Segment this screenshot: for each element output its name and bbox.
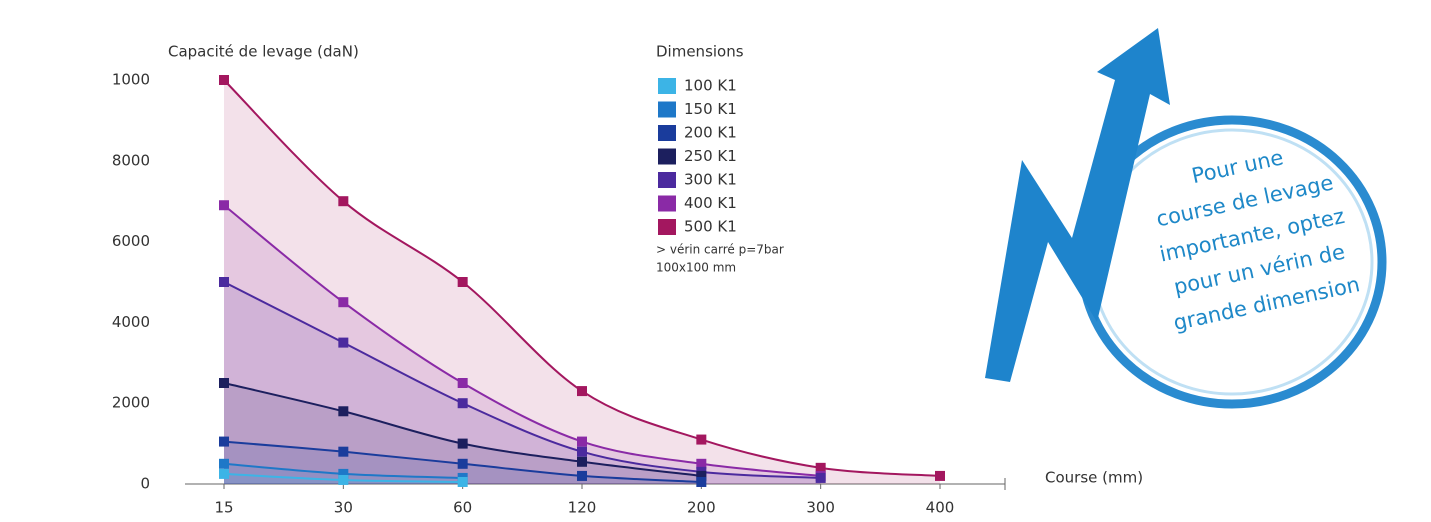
y-tick-label: 1000 xyxy=(112,71,150,89)
plot: 0 2000 4000 6000 8000 1000 15 30 60 120 200 300 400 1… xyxy=(112,71,1006,517)
x-tick-label: 60 xyxy=(453,499,472,517)
point xyxy=(219,277,229,287)
area xyxy=(224,383,702,484)
point xyxy=(577,436,587,447)
point xyxy=(338,446,349,457)
point xyxy=(219,468,229,479)
point xyxy=(696,458,707,469)
legend-title: Dimensions xyxy=(656,43,744,61)
point xyxy=(696,476,707,487)
point xyxy=(577,456,587,467)
y-tick-label: 6000 xyxy=(112,232,150,250)
point xyxy=(577,386,587,397)
point xyxy=(219,200,229,211)
area xyxy=(224,205,821,485)
legend-label: 500 K1 xyxy=(684,218,737,236)
point xyxy=(815,472,826,483)
legend-label: 250 K1 xyxy=(684,147,737,165)
legend-swatch xyxy=(658,195,676,212)
legend-swatch xyxy=(658,219,676,235)
legend-note: > vérin carré p=7bar xyxy=(656,243,784,257)
point xyxy=(219,75,229,85)
legend-swatch xyxy=(658,172,676,188)
point xyxy=(815,462,826,473)
legend-swatch xyxy=(658,148,676,165)
legend-label: 300 K1 xyxy=(684,171,737,189)
arrow xyxy=(985,28,1170,382)
x-axis-title: Course (mm) xyxy=(1045,469,1143,487)
x-tick-label: 400 xyxy=(926,499,955,517)
point xyxy=(338,337,349,348)
point xyxy=(457,277,468,287)
legend-swatch xyxy=(658,125,676,141)
point xyxy=(696,470,707,481)
legend-label: 100 K1 xyxy=(684,77,737,95)
point xyxy=(338,297,349,308)
point xyxy=(338,468,349,479)
point xyxy=(219,458,229,469)
point xyxy=(338,196,349,207)
point xyxy=(338,474,349,485)
x-tick-label: 30 xyxy=(334,499,353,517)
point xyxy=(338,406,349,417)
area xyxy=(224,80,940,484)
legend-swatch xyxy=(658,78,676,94)
point xyxy=(457,378,468,388)
legend-note: 100x100 mm xyxy=(656,261,736,275)
y-tick-label: 2000 xyxy=(112,394,150,412)
point xyxy=(457,398,468,409)
y-axis-title: Capacité de levage (daN) xyxy=(168,43,359,61)
legend-label: 150 K1 xyxy=(684,100,737,118)
point xyxy=(457,438,468,449)
x-tick-label: 200 xyxy=(687,499,716,517)
point xyxy=(577,446,587,457)
x-tick-label: 120 xyxy=(568,499,597,517)
point xyxy=(219,436,229,447)
legend-label: 200 K1 xyxy=(684,124,737,142)
point xyxy=(457,476,468,487)
point xyxy=(219,378,229,388)
series-line xyxy=(223,281,821,479)
legend-label: 400 K1 xyxy=(684,194,737,212)
point xyxy=(457,458,468,469)
y-tick-label: 0 xyxy=(140,475,150,493)
point xyxy=(696,434,707,445)
legend-swatch xyxy=(658,101,676,118)
area xyxy=(224,282,821,484)
x-tick-label: 300 xyxy=(806,499,835,517)
y-tick-label: 4000 xyxy=(112,313,150,331)
x-tick-label: 15 xyxy=(214,499,233,517)
point xyxy=(935,470,945,481)
callout: Pour une course de levage importante, op… xyxy=(985,28,1387,409)
y-tick-label: 8000 xyxy=(112,151,150,169)
point xyxy=(577,470,587,481)
